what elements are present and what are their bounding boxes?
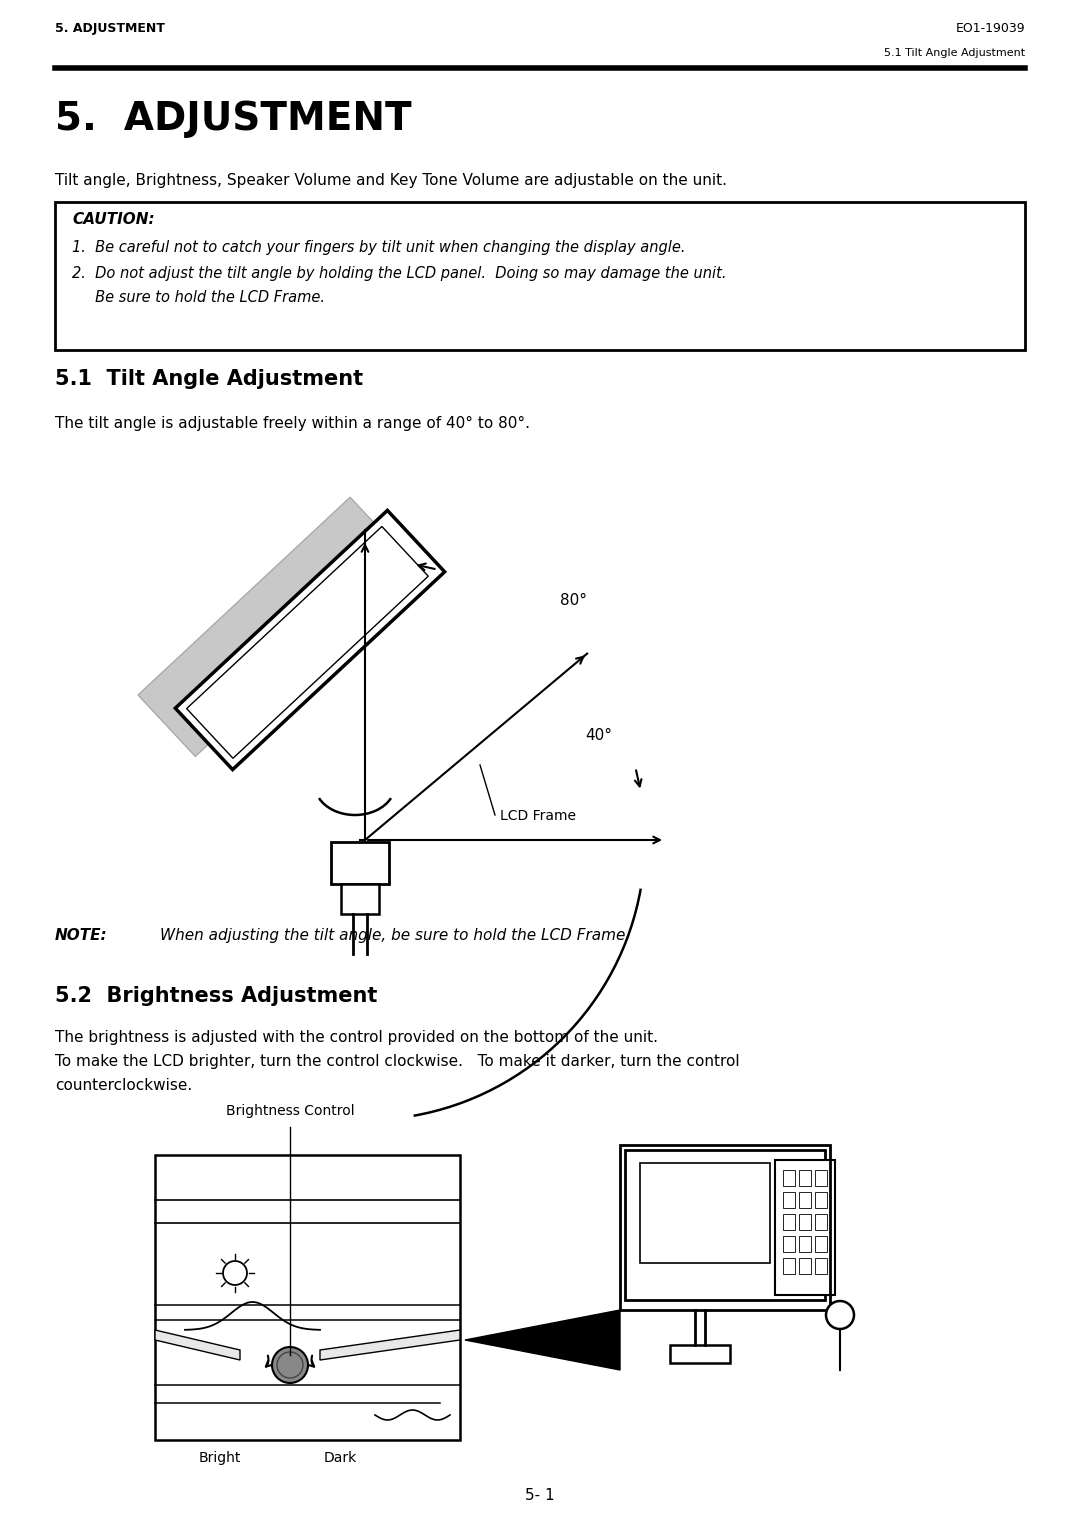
Text: When adjusting the tilt angle, be sure to hold the LCD Frame.: When adjusting the tilt angle, be sure t… <box>160 927 631 943</box>
Text: 1.  Be careful not to catch your fingers by tilt unit when changing the display : 1. Be careful not to catch your fingers … <box>72 240 686 255</box>
Text: NOTE:: NOTE: <box>55 927 108 943</box>
FancyBboxPatch shape <box>815 1258 827 1274</box>
FancyBboxPatch shape <box>783 1215 795 1230</box>
FancyBboxPatch shape <box>640 1163 770 1264</box>
Text: counterclockwise.: counterclockwise. <box>55 1077 192 1093</box>
Text: The tilt angle is adjustable freely within a range of 40° to 80°.: The tilt angle is adjustable freely with… <box>55 416 530 431</box>
Text: 5. ADJUSTMENT: 5. ADJUSTMENT <box>55 21 165 35</box>
FancyBboxPatch shape <box>775 1160 835 1296</box>
Text: 5.1  Tilt Angle Adjustment: 5.1 Tilt Angle Adjustment <box>55 368 363 390</box>
FancyBboxPatch shape <box>783 1258 795 1274</box>
Text: Be sure to hold the LCD Frame.: Be sure to hold the LCD Frame. <box>72 290 325 306</box>
Text: To make the LCD brighter, turn the control clockwise.   To make it darker, turn : To make the LCD brighter, turn the contr… <box>55 1054 740 1070</box>
FancyBboxPatch shape <box>815 1236 827 1251</box>
FancyBboxPatch shape <box>341 885 379 914</box>
Text: Brightness Control: Brightness Control <box>226 1105 354 1118</box>
Text: The brightness is adjusted with the control provided on the bottom of the unit.: The brightness is adjusted with the cont… <box>55 1030 658 1045</box>
Polygon shape <box>138 497 407 756</box>
FancyBboxPatch shape <box>670 1345 730 1363</box>
Text: LCD Frame: LCD Frame <box>500 808 576 824</box>
Text: 40°: 40° <box>585 727 612 743</box>
Polygon shape <box>465 1309 620 1371</box>
Text: Bright: Bright <box>199 1452 241 1465</box>
Text: 80°: 80° <box>561 593 588 608</box>
Circle shape <box>272 1348 308 1383</box>
FancyBboxPatch shape <box>799 1192 811 1209</box>
FancyBboxPatch shape <box>799 1258 811 1274</box>
Text: CAUTION:: CAUTION: <box>72 212 154 228</box>
FancyBboxPatch shape <box>815 1170 827 1186</box>
Text: EO1-19039: EO1-19039 <box>956 21 1025 35</box>
Text: 5.2  Brightness Adjustment: 5.2 Brightness Adjustment <box>55 986 377 1005</box>
FancyBboxPatch shape <box>815 1192 827 1209</box>
FancyBboxPatch shape <box>783 1170 795 1186</box>
FancyBboxPatch shape <box>799 1215 811 1230</box>
FancyBboxPatch shape <box>799 1170 811 1186</box>
Text: 5- 1: 5- 1 <box>525 1488 555 1504</box>
Polygon shape <box>187 527 429 758</box>
Text: Tilt angle, Brightness, Speaker Volume and Key Tone Volume are adjustable on the: Tilt angle, Brightness, Speaker Volume a… <box>55 173 727 188</box>
FancyBboxPatch shape <box>815 1215 827 1230</box>
FancyBboxPatch shape <box>783 1236 795 1251</box>
Text: 2.  Do not adjust the tilt angle by holding the LCD panel.  Doing so may damage : 2. Do not adjust the tilt angle by holdi… <box>72 266 727 281</box>
Text: Dark: Dark <box>323 1452 356 1465</box>
Polygon shape <box>320 1329 460 1360</box>
Polygon shape <box>175 510 445 770</box>
Text: 5.  ADJUSTMENT: 5. ADJUSTMENT <box>55 99 411 138</box>
FancyBboxPatch shape <box>330 842 389 885</box>
Circle shape <box>826 1300 854 1329</box>
FancyBboxPatch shape <box>799 1236 811 1251</box>
Text: 5.1 Tilt Angle Adjustment: 5.1 Tilt Angle Adjustment <box>883 47 1025 58</box>
FancyBboxPatch shape <box>625 1151 825 1300</box>
FancyBboxPatch shape <box>55 202 1025 350</box>
FancyBboxPatch shape <box>783 1192 795 1209</box>
FancyBboxPatch shape <box>156 1155 460 1439</box>
Polygon shape <box>156 1329 240 1360</box>
